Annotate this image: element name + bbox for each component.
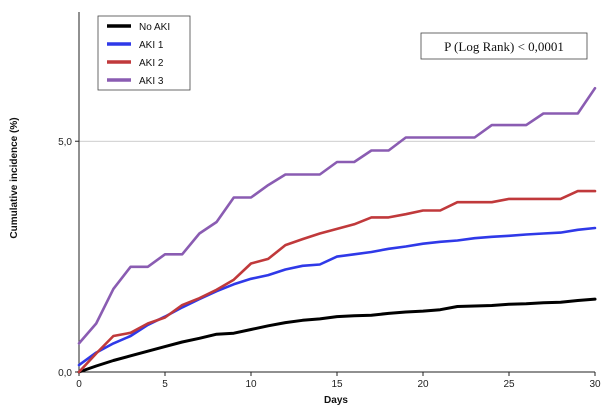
legend-box [97, 15, 191, 91]
y-tick-label: 0,0 [58, 368, 72, 379]
x-tick-label: 25 [503, 379, 515, 390]
x-axis-title: Days [324, 395, 348, 406]
x-tick-label: 30 [589, 379, 601, 390]
series-line-aki-1 [77, 226, 597, 367]
y-tick-label: 5,0 [58, 137, 72, 148]
legend-label: AKI 3 [139, 76, 164, 87]
x-tick-label: 20 [417, 379, 429, 390]
p-value-box [420, 32, 588, 60]
x-tick-label: 5 [162, 379, 168, 390]
axis-layer: 0 5 10 15 20 25 30 0,0 5,0 [58, 12, 601, 390]
legend: No AKI AKI 1 AKI 2 AKI 3 [97, 15, 191, 91]
series-line-aki-3 [77, 86, 597, 345]
legend-items: No AKI AKI 1 AKI 2 AKI 3 [107, 22, 170, 87]
legend-label: AKI 2 [139, 58, 164, 69]
p-value-annotation: P (Log Rank) < 0,0001 [420, 32, 588, 60]
series-line-no-aki [77, 297, 597, 374]
x-tick-label: 0 [76, 379, 82, 390]
x-tick-label: 10 [245, 379, 257, 390]
p-value-text: P (Log Rank) < 0,0001 [444, 39, 564, 54]
legend-label: No AKI [139, 22, 170, 33]
series-layer [77, 86, 597, 374]
x-tick-label: 15 [331, 379, 343, 390]
series-line-aki-2 [77, 189, 597, 374]
legend-label: AKI 1 [139, 40, 164, 51]
y-axis-title: Cumulative incidence (%) [9, 117, 20, 238]
